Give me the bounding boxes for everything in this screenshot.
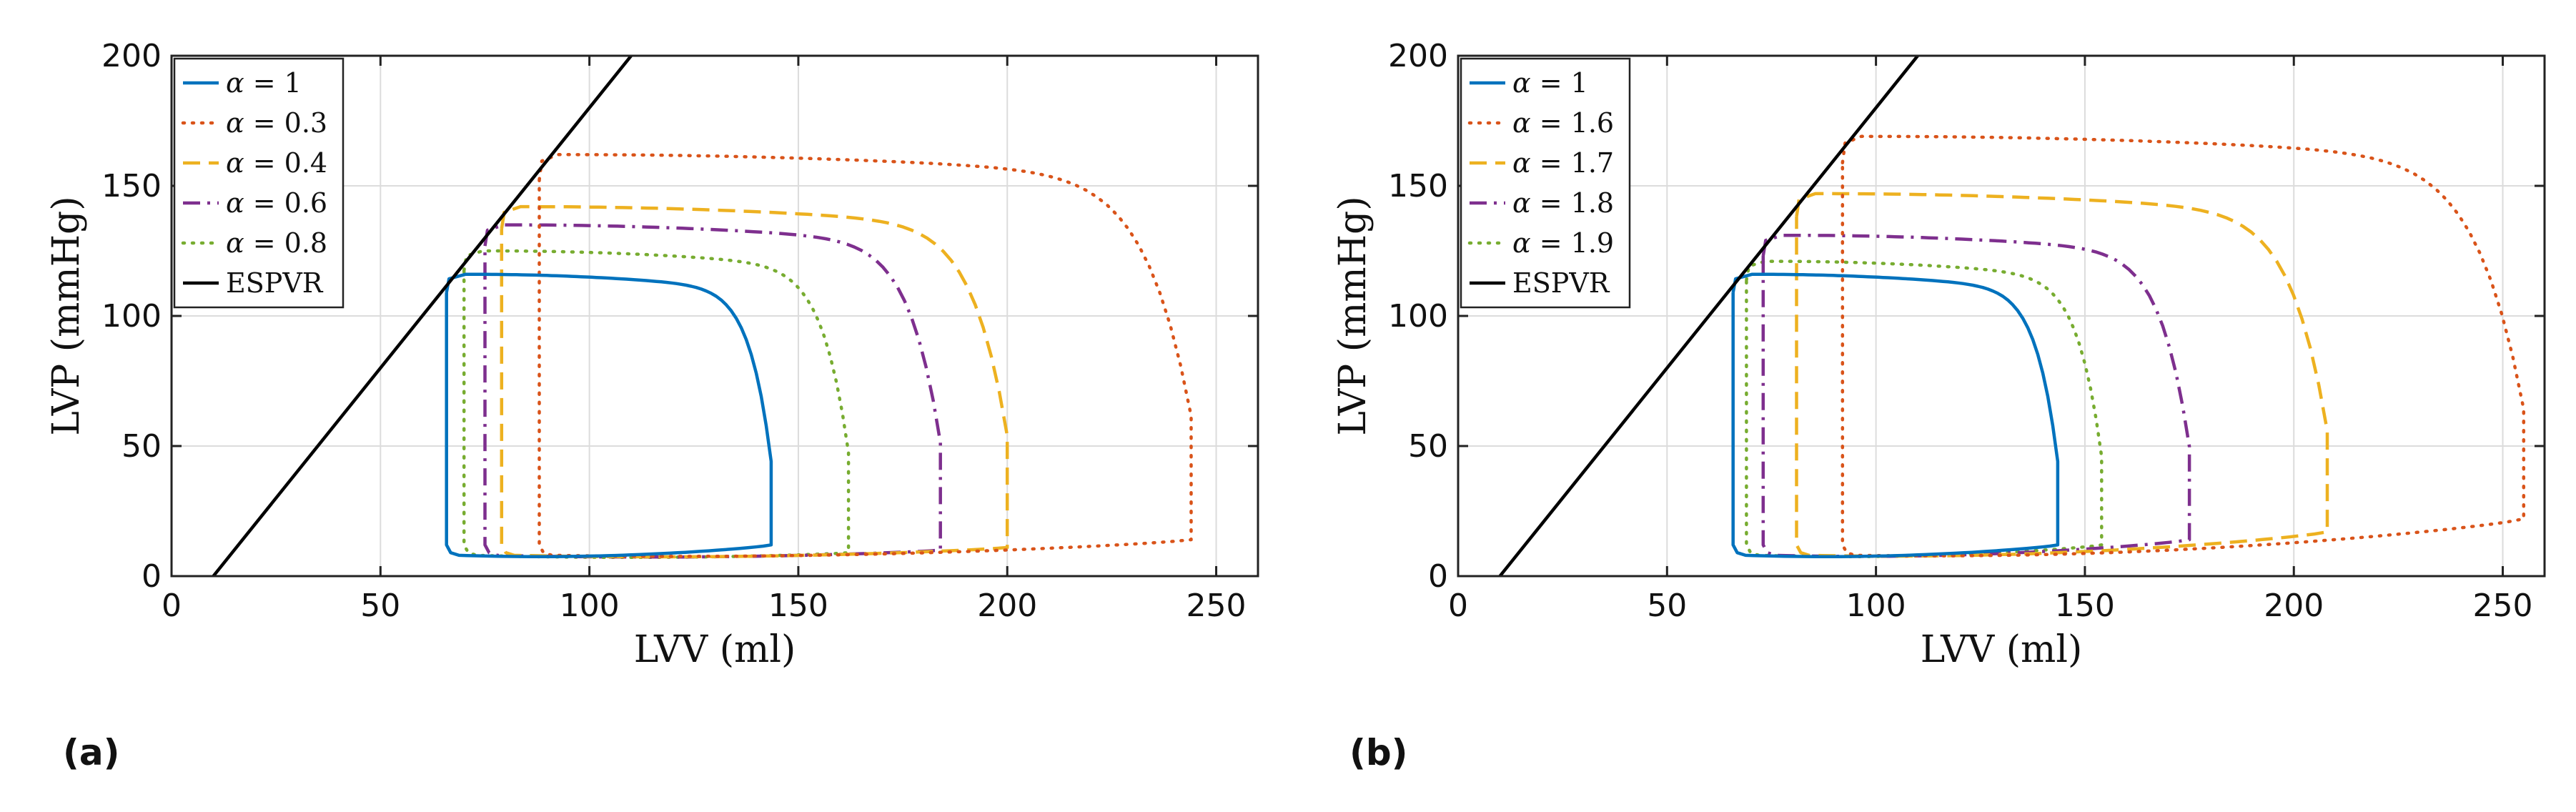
legend-label: α = 1.9 [1512, 227, 1614, 259]
x-tick-label: 50 [1647, 588, 1687, 624]
y-tick-label: 0 [1428, 558, 1448, 595]
legend-item: α = 1.6 [1467, 107, 1614, 139]
legend-item: α = 0.3 [181, 107, 327, 139]
legend-item: α = 1.8 [1470, 187, 1614, 219]
panel-label: (a) [63, 732, 119, 773]
series-line-4 [462, 249, 851, 560]
series-line-1 [1841, 134, 2526, 558]
legend: α = 1 α = 0.3 α = 0.4 α = 0.6 α = 0.8 ESPVR [173, 57, 345, 309]
x-tick-label: 100 [560, 588, 620, 624]
x-axis-label: LVV (ml) [634, 628, 796, 671]
legend-label: α = 1 [1512, 67, 1588, 99]
espvr-line [1498, 56, 1919, 576]
legend-item: α = 1.9 [1467, 227, 1614, 259]
legend-label: α = 1.7 [1512, 147, 1614, 179]
legend-box [173, 57, 345, 309]
axes: 0 50 100 150 200 250 0 50 100 150 200 [1388, 38, 2546, 624]
y-tick-label: 200 [101, 38, 162, 74]
x-tick-label: 150 [2055, 588, 2115, 624]
legend-label: α = 1.6 [1512, 107, 1614, 139]
series-line-0 [1731, 272, 2060, 558]
x-tick-label: 250 [2473, 588, 2533, 624]
y-tick-label: 50 [1408, 428, 1448, 465]
legend-label: α = 0.4 [226, 147, 327, 179]
legend-label: ESPVR [1512, 267, 1610, 299]
y-axis-label: LVP (mmHg) [1332, 196, 1374, 435]
x-axis-label: LVV (ml) [1921, 628, 2083, 671]
y-tick-label: 200 [1388, 38, 1448, 74]
x-tick-label: 250 [1187, 588, 1247, 624]
panel-label: (b) [1349, 732, 1408, 773]
series-line-2 [500, 204, 1009, 559]
legend: α = 1 α = 1.6 α = 1.7 α = 1.8 α = 1.9 ESPVR [1460, 57, 1631, 309]
y-tick-label: 50 [122, 428, 162, 465]
legend-label: α = 1 [226, 67, 302, 99]
x-tick-label: 150 [768, 588, 828, 624]
legend-box [1460, 57, 1631, 309]
plot-area [212, 56, 1193, 576]
x-tick-label: 50 [360, 588, 400, 624]
x-tick-label: 0 [1448, 588, 1468, 624]
x-tick-label: 100 [1846, 588, 1906, 624]
legend-item: ESPVR [1470, 267, 1610, 299]
legend-label: α = 1.8 [1512, 187, 1614, 219]
x-tick-label: 200 [977, 588, 1037, 624]
legend-item: α = 1.7 [1470, 147, 1614, 179]
y-tick-label: 0 [142, 558, 162, 595]
x-tick-label: 0 [162, 588, 182, 624]
plot-area [1498, 56, 2526, 576]
series-line-3 [1761, 233, 2191, 558]
x-tick-label: 200 [2264, 588, 2324, 624]
panel-b: 0 50 100 150 200 250 0 50 100 150 200 LVV (ml) LVP (… [1332, 38, 2546, 773]
legend-item: α = 1 [1470, 67, 1588, 99]
legend-item: α = 1 [183, 67, 302, 99]
legend-label: α = 0.3 [226, 107, 327, 139]
series-line-1 [538, 153, 1193, 558]
axes: 0 50 100 150 200 250 0 50 100 150 200 [101, 38, 1259, 624]
y-tick-label: 100 [1388, 298, 1448, 335]
legend-item: α = 0.4 [183, 147, 327, 179]
espvr-line [212, 56, 633, 576]
y-tick-label: 150 [1388, 168, 1448, 204]
legend-label: α = 0.6 [226, 187, 327, 219]
panel-a: 0 50 100 150 200 250 0 50 100 150 200 LVV (ml) LVP (… [45, 38, 1259, 773]
series-line-3 [483, 223, 942, 559]
y-axis-label: LVP (mmHg) [45, 196, 88, 435]
y-tick-label: 100 [101, 298, 162, 335]
legend-item: ESPVR [183, 267, 324, 299]
legend-item: α = 0.8 [181, 227, 327, 259]
series-line-0 [445, 272, 773, 558]
legend-label: α = 0.8 [226, 227, 327, 259]
y-tick-label: 150 [101, 168, 162, 204]
legend-label: ESPVR [226, 267, 324, 299]
legend-item: α = 0.6 [183, 187, 327, 219]
